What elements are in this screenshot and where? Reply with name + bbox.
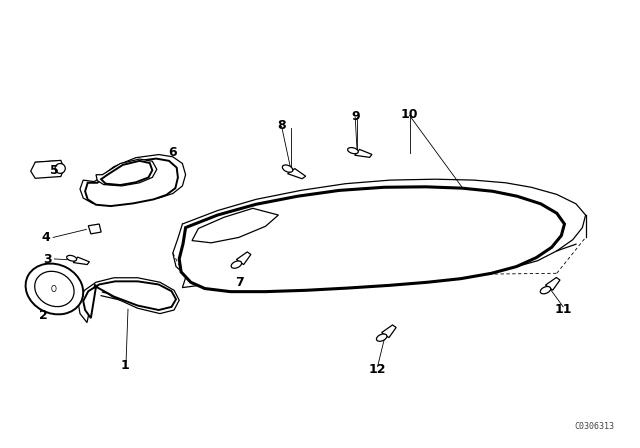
Ellipse shape <box>55 164 65 173</box>
Text: 4: 4 <box>42 231 51 244</box>
Text: 9: 9 <box>351 110 360 123</box>
Text: 10: 10 <box>401 108 419 121</box>
Polygon shape <box>73 257 90 264</box>
Polygon shape <box>83 281 176 318</box>
Ellipse shape <box>348 147 358 154</box>
Text: 7: 7 <box>236 276 244 289</box>
Text: O: O <box>50 285 56 294</box>
Polygon shape <box>192 208 278 243</box>
Ellipse shape <box>26 263 83 314</box>
Ellipse shape <box>231 261 242 268</box>
Polygon shape <box>179 187 564 292</box>
Ellipse shape <box>282 165 293 172</box>
Polygon shape <box>287 168 306 179</box>
Polygon shape <box>85 159 178 206</box>
Polygon shape <box>96 159 157 186</box>
Polygon shape <box>381 325 396 338</box>
Polygon shape <box>31 160 64 178</box>
Polygon shape <box>236 252 251 265</box>
Text: C0306313: C0306313 <box>575 422 614 431</box>
Text: 6: 6 <box>168 146 177 159</box>
Text: 2: 2 <box>39 309 48 323</box>
Text: 12: 12 <box>369 363 387 376</box>
Ellipse shape <box>540 286 551 294</box>
Ellipse shape <box>376 334 387 341</box>
Ellipse shape <box>67 255 77 261</box>
Polygon shape <box>80 155 186 205</box>
Text: 8: 8 <box>277 119 286 132</box>
Polygon shape <box>182 224 266 288</box>
Polygon shape <box>173 179 586 288</box>
Ellipse shape <box>35 271 74 306</box>
Polygon shape <box>78 278 179 323</box>
Text: 3: 3 <box>44 253 52 267</box>
Text: 11: 11 <box>554 302 572 316</box>
Polygon shape <box>545 277 560 290</box>
Polygon shape <box>88 224 101 234</box>
Polygon shape <box>355 150 372 157</box>
Text: 5: 5 <box>50 164 59 177</box>
Polygon shape <box>101 161 152 185</box>
Text: 1: 1 <box>120 358 129 372</box>
